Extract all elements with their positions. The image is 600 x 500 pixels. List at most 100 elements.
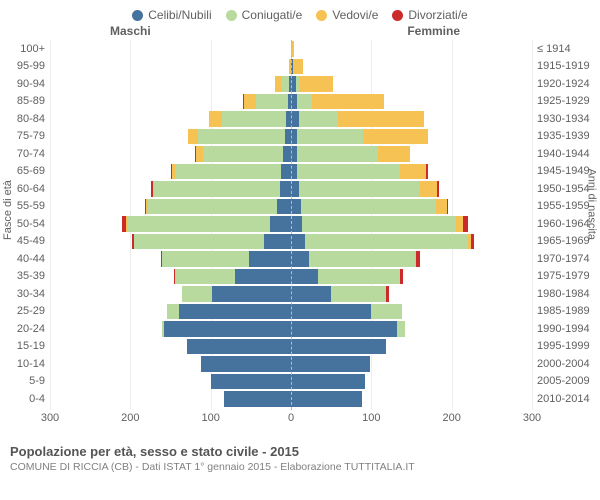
age-label: 95-99 <box>0 60 45 72</box>
male-bar <box>151 181 291 197</box>
age-label: 55-59 <box>0 200 45 212</box>
birth-label: 1960-1964 <box>537 218 600 230</box>
male-bar <box>243 94 291 110</box>
birth-label: 1950-1954 <box>537 183 600 195</box>
age-label: 70-74 <box>0 148 45 160</box>
male-bar <box>161 251 291 267</box>
male-bar <box>201 356 291 372</box>
bar-segment <box>416 251 419 267</box>
bar-segment <box>299 181 420 197</box>
bar-segment <box>154 181 279 197</box>
bar-segment <box>371 304 402 320</box>
female-bar <box>291 251 420 267</box>
female-bar <box>291 269 403 285</box>
bar-segment <box>291 199 301 215</box>
bar-segment <box>175 164 281 180</box>
bar-segment <box>167 304 178 320</box>
bar-segment <box>291 391 362 407</box>
male-bar <box>182 286 291 302</box>
bar-segment <box>426 164 428 180</box>
bar-segment <box>244 94 255 110</box>
bar-segment <box>309 251 415 267</box>
pyramid-chart: Fasce di età Anni di nascita 100+≤ 19149… <box>0 40 600 440</box>
legend-item: Vedovi/e <box>316 8 378 22</box>
legend-swatch <box>316 10 327 21</box>
birth-label: ≤ 1914 <box>537 43 600 55</box>
legend-item: Divorziati/e <box>392 8 467 22</box>
female-bar <box>291 374 365 390</box>
female-bar <box>291 391 362 407</box>
female-bar <box>291 94 384 110</box>
female-bar <box>291 216 468 232</box>
chart-title: Popolazione per età, sesso e stato civil… <box>10 444 590 459</box>
bar-segment <box>127 216 270 232</box>
birth-label: 1935-1939 <box>537 130 600 142</box>
legend-item: Celibi/Nubili <box>132 8 211 22</box>
bar-segment <box>212 286 291 302</box>
bar-segment <box>224 391 291 407</box>
bar-segment <box>312 94 384 110</box>
bar-segment <box>291 374 365 390</box>
x-tick: 200 <box>121 412 139 424</box>
bar-segment <box>188 129 198 145</box>
birth-label: 1915-1919 <box>537 60 600 72</box>
x-tick: 300 <box>523 412 541 424</box>
age-label: 35-39 <box>0 270 45 282</box>
bar-segment <box>400 164 426 180</box>
birth-label: 1995-1999 <box>537 340 600 352</box>
bar-segment <box>264 234 291 250</box>
legend-swatch <box>392 10 403 21</box>
male-bar <box>195 146 291 162</box>
age-label: 15-19 <box>0 340 45 352</box>
bar-segment <box>291 234 305 250</box>
bar-segment <box>363 129 427 145</box>
female-bar <box>291 59 303 75</box>
bar-segment <box>291 321 397 337</box>
bar-segment <box>291 356 370 372</box>
male-bar <box>187 339 291 355</box>
female-bar <box>291 286 389 302</box>
female-bar <box>291 199 448 215</box>
bar-segment <box>291 269 318 285</box>
x-tick: 0 <box>288 412 294 424</box>
age-label: 80-84 <box>0 113 45 125</box>
male-bar <box>211 374 291 390</box>
female-bar <box>291 234 474 250</box>
bar-segment <box>203 146 283 162</box>
age-label: 25-29 <box>0 305 45 317</box>
bar-segment <box>281 164 291 180</box>
female-bar <box>291 321 405 337</box>
bar-segment <box>297 94 311 110</box>
bar-segment <box>201 356 291 372</box>
x-tick: 300 <box>41 412 59 424</box>
age-label: 20-24 <box>0 323 45 335</box>
bar-segment <box>249 251 291 267</box>
age-label: 0-4 <box>0 393 45 405</box>
female-bar <box>291 164 428 180</box>
chart-subtitle: COMUNE DI RICCIA (CB) - Dati ISTAT 1° ge… <box>10 461 590 473</box>
birth-label: 1970-1974 <box>537 253 600 265</box>
x-axis: 3002001000100200300 <box>50 410 532 440</box>
female-header: Femmine <box>407 24 460 38</box>
bar-segment <box>291 339 386 355</box>
age-label: 75-79 <box>0 130 45 142</box>
bar-segment <box>291 304 371 320</box>
bar-segment <box>301 199 436 215</box>
male-bar <box>122 216 291 232</box>
birth-label: 2005-2009 <box>537 375 600 387</box>
age-label: 60-64 <box>0 183 45 195</box>
bar-segment <box>291 111 299 127</box>
male-bar <box>224 391 291 407</box>
female-bar <box>291 146 410 162</box>
age-label: 85-89 <box>0 95 45 107</box>
bar-segment <box>179 304 291 320</box>
bar-segment <box>437 181 439 197</box>
birth-label: 1955-1959 <box>537 200 600 212</box>
female-bar <box>291 181 439 197</box>
bar-segment <box>291 181 299 197</box>
age-label: 10-14 <box>0 358 45 370</box>
age-label: 45-49 <box>0 235 45 247</box>
female-bar <box>291 129 428 145</box>
male-bar <box>162 321 291 337</box>
age-label: 50-54 <box>0 218 45 230</box>
